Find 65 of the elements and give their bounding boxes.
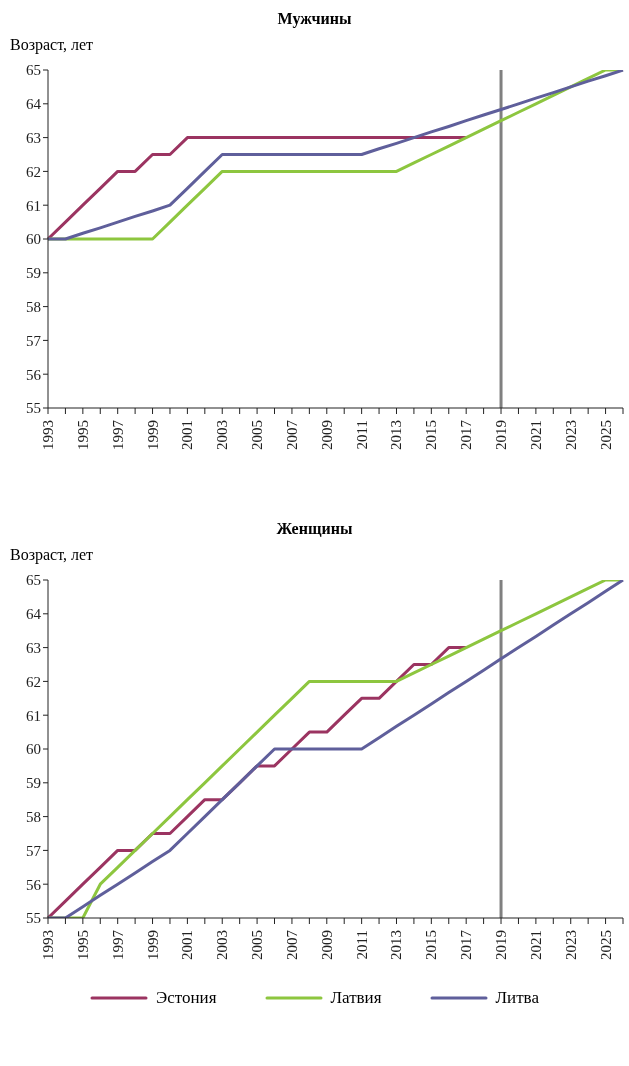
x-tick-label: 1993 bbox=[40, 930, 56, 960]
y-axis-title: Возраст, лет bbox=[9, 546, 95, 566]
y-tick-label: 57 bbox=[26, 842, 42, 859]
y-tick-label: 63 bbox=[26, 129, 41, 146]
legend-label: Литва bbox=[495, 988, 539, 1008]
y-tick-label: 59 bbox=[26, 775, 41, 792]
x-tick-label: 2011 bbox=[353, 420, 370, 450]
y-tick-label: 62 bbox=[26, 673, 41, 690]
chart-title: Женщины bbox=[275, 519, 354, 539]
y-tick-label: 60 bbox=[26, 231, 41, 248]
x-tick-label: 1995 bbox=[74, 420, 91, 450]
x-tick-label: 2019 bbox=[493, 420, 510, 450]
x-tick-label: 2023 bbox=[562, 930, 579, 960]
y-tick-label: 57 bbox=[26, 332, 42, 349]
y-tick-label: 65 bbox=[26, 572, 41, 589]
y-tick-label: 61 bbox=[26, 197, 41, 214]
line-series bbox=[46, 70, 625, 241]
x-tick-label: 2017 bbox=[458, 419, 475, 450]
x-tick-label: 2001 bbox=[179, 930, 196, 960]
y-tick-label: 62 bbox=[26, 163, 41, 180]
y-tick-label: 58 bbox=[26, 298, 41, 315]
x-tick-label: 2011 bbox=[353, 930, 370, 960]
y-tick-label: 59 bbox=[26, 265, 41, 282]
y-tick-label: 61 bbox=[26, 707, 41, 724]
x-tick-label: 2013 bbox=[388, 420, 405, 450]
x-tick-label: 2019 bbox=[493, 930, 510, 960]
x-tick-label: 1993 bbox=[40, 420, 56, 450]
legend-label: Эстония bbox=[156, 988, 217, 1008]
y-axis-title: Возраст, лет bbox=[9, 36, 95, 56]
y-tick-label: 55 bbox=[26, 910, 41, 927]
legend-label: Латвия bbox=[330, 988, 382, 1008]
x-tick-label: 1997 bbox=[109, 929, 126, 960]
x-tick-label: 2021 bbox=[527, 420, 544, 450]
x-tick-label: 2015 bbox=[423, 420, 440, 450]
x-tick-label: 1997 bbox=[109, 419, 126, 450]
line-series bbox=[46, 136, 468, 241]
x-tick-label: 1999 bbox=[144, 420, 161, 450]
y-tick-label: 63 bbox=[26, 639, 41, 656]
x-tick-label: 2009 bbox=[318, 930, 335, 960]
x-tick-label: 2025 bbox=[597, 420, 614, 450]
x-tick-label: 1999 bbox=[144, 930, 161, 960]
x-tick-label: 2015 bbox=[423, 930, 440, 960]
x-tick-label: 2001 bbox=[179, 420, 196, 450]
x-tick-label: 2013 bbox=[388, 930, 405, 960]
x-tick-label: 2023 bbox=[562, 420, 579, 450]
x-tick-label: 1995 bbox=[74, 930, 91, 960]
x-tick-label: 2007 bbox=[283, 419, 300, 450]
x-tick-label: 2003 bbox=[214, 930, 231, 960]
x-tick-label: 2021 bbox=[527, 930, 544, 960]
y-tick-label: 64 bbox=[26, 606, 42, 623]
y-tick-label: 55 bbox=[26, 400, 41, 417]
y-tick-label: 56 bbox=[26, 366, 42, 383]
y-tick-label: 64 bbox=[26, 96, 42, 113]
x-tick-label: 2025 bbox=[597, 930, 614, 960]
x-tick-label: 2009 bbox=[318, 420, 335, 450]
x-tick-label: 2003 bbox=[214, 420, 231, 450]
y-tick-label: 58 bbox=[26, 808, 41, 825]
x-tick-label: 2017 bbox=[458, 929, 475, 960]
x-tick-label: 2005 bbox=[249, 930, 266, 960]
x-tick-label: 2007 bbox=[283, 929, 300, 960]
x-tick-label: 2005 bbox=[249, 420, 266, 450]
y-tick-label: 60 bbox=[26, 741, 41, 758]
y-tick-label: 65 bbox=[26, 62, 41, 79]
chart-title: Мужчины bbox=[276, 9, 353, 30]
y-tick-label: 56 bbox=[26, 876, 42, 893]
